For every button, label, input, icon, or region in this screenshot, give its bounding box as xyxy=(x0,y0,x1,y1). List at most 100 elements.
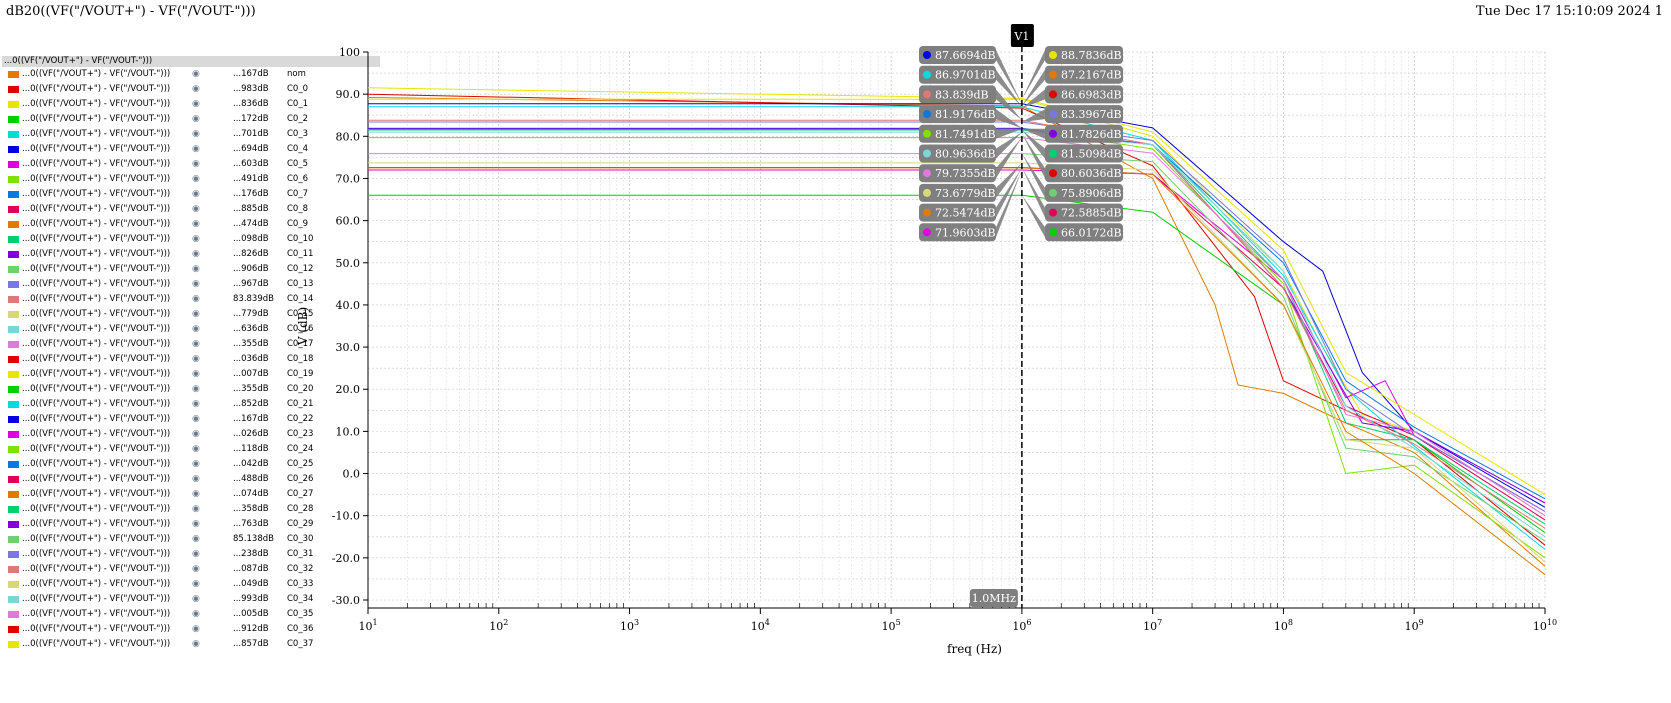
eye-icon[interactable]: ◉ xyxy=(192,564,200,574)
eye-icon[interactable]: ◉ xyxy=(192,279,200,289)
legend-item-id: C0_22 xyxy=(287,414,314,424)
eye-icon[interactable]: ◉ xyxy=(192,549,200,559)
eye-icon[interactable]: ◉ xyxy=(192,639,200,649)
legend-item-value: ...074dB xyxy=(233,489,269,499)
eye-icon[interactable]: ◉ xyxy=(192,459,200,469)
legend-item-id: C0_4 xyxy=(287,144,309,154)
y-tick-label: 40.0 xyxy=(336,299,361,312)
legend-item[interactable]: ...0((VF("/VOUT+") - VF("/VOUT-"))) ◉ ...8… xyxy=(2,397,380,412)
eye-icon[interactable]: ◉ xyxy=(192,264,200,274)
legend-item[interactable]: ...0((VF("/VOUT+") - VF("/VOUT-"))) ◉ ...7… xyxy=(2,517,380,532)
legend-item[interactable]: ...0((VF("/VOUT+") - VF("/VOUT-"))) ◉ ...0… xyxy=(2,457,380,472)
legend-item[interactable]: ...0((VF("/VOUT+") - VF("/VOUT-"))) ◉ ...0… xyxy=(2,487,380,502)
legend-item[interactable]: ...0((VF("/VOUT+") - VF("/VOUT-"))) ◉ ...2… xyxy=(2,547,380,562)
eye-icon[interactable]: ◉ xyxy=(192,339,200,349)
eye-icon[interactable]: ◉ xyxy=(192,594,200,604)
eye-icon[interactable]: ◉ xyxy=(192,69,200,79)
value-label-box xyxy=(1045,203,1123,222)
legend-item[interactable]: ...0((VF("/VOUT+") - VF("/VOUT-"))) ◉ ...1… xyxy=(2,67,380,82)
value-label-box xyxy=(919,203,996,222)
legend-item[interactable]: ...0((VF("/VOUT+") - VF("/VOUT-"))) ◉ ...6… xyxy=(2,142,380,157)
eye-icon[interactable]: ◉ xyxy=(192,294,200,304)
eye-icon[interactable]: ◉ xyxy=(192,504,200,514)
legend-item-label: ...0((VF("/VOUT+") - VF("/VOUT-"))) xyxy=(22,459,171,469)
eye-icon[interactable]: ◉ xyxy=(192,624,200,634)
legend-swatch xyxy=(8,446,19,453)
legend-item[interactable]: ...0((VF("/VOUT+") - VF("/VOUT-"))) ◉ ...0… xyxy=(2,352,380,367)
eye-icon[interactable]: ◉ xyxy=(192,129,200,139)
legend-item[interactable]: ...0((VF("/VOUT+") - VF("/VOUT-"))) ◉ ...8… xyxy=(2,637,380,650)
legend-swatch xyxy=(8,296,19,303)
legend-item[interactable]: ...0((VF("/VOUT+") - VF("/VOUT-"))) ◉ ...8… xyxy=(2,247,380,262)
value-label-dot xyxy=(923,149,931,158)
legend-item[interactable]: ...0((VF("/VOUT+") - VF("/VOUT-"))) ◉ ...7… xyxy=(2,127,380,142)
legend-swatch xyxy=(8,221,19,228)
eye-icon[interactable]: ◉ xyxy=(192,474,200,484)
legend-item[interactable]: ...0((VF("/VOUT+") - VF("/VOUT-"))) ◉ ...4… xyxy=(2,217,380,232)
legend-item[interactable]: ...0((VF("/VOUT+") - VF("/VOUT-"))) ◉ ...6… xyxy=(2,157,380,172)
eye-icon[interactable]: ◉ xyxy=(192,399,200,409)
eye-icon[interactable]: ◉ xyxy=(192,369,200,379)
legend-item[interactable]: ...0((VF("/VOUT+") - VF("/VOUT-"))) ◉ ...0… xyxy=(2,367,380,382)
eye-icon[interactable]: ◉ xyxy=(192,309,200,319)
eye-icon[interactable]: ◉ xyxy=(192,249,200,259)
eye-icon[interactable]: ◉ xyxy=(192,234,200,244)
legend-item[interactable]: ...0((VF("/VOUT+") - VF("/VOUT-"))) ◉ ...3… xyxy=(2,382,380,397)
legend-swatch xyxy=(8,266,19,273)
eye-icon[interactable]: ◉ xyxy=(192,489,200,499)
legend-item[interactable]: ...0((VF("/VOUT+") - VF("/VOUT-"))) ◉ 85.1… xyxy=(2,532,380,547)
legend-item[interactable]: ...0((VF("/VOUT+") - VF("/VOUT-"))) ◉ ...8… xyxy=(2,97,380,112)
legend-item[interactable]: ...0((VF("/VOUT+") - VF("/VOUT-"))) ◉ ...0… xyxy=(2,562,380,577)
eye-icon[interactable]: ◉ xyxy=(192,204,200,214)
legend-item[interactable]: ...0((VF("/VOUT+") - VF("/VOUT-"))) ◉ ...3… xyxy=(2,502,380,517)
x-tick-label: 104 xyxy=(751,618,770,633)
eye-icon[interactable]: ◉ xyxy=(192,99,200,109)
eye-icon[interactable]: ◉ xyxy=(192,174,200,184)
legend-item[interactable]: ...0((VF("/VOUT+") - VF("/VOUT-"))) ◉ ...4… xyxy=(2,172,380,187)
legend-item[interactable]: ...0((VF("/VOUT+") - VF("/VOUT-"))) ◉ ...1… xyxy=(2,112,380,127)
legend-item[interactable]: ...0((VF("/VOUT+") - VF("/VOUT-"))) ◉ ...0… xyxy=(2,577,380,592)
eye-icon[interactable]: ◉ xyxy=(192,534,200,544)
legend-item[interactable]: ...0((VF("/VOUT+") - VF("/VOUT-"))) ◉ ...9… xyxy=(2,277,380,292)
eye-icon[interactable]: ◉ xyxy=(192,414,200,424)
legend-item[interactable]: ...0((VF("/VOUT+") - VF("/VOUT-"))) ◉ ...4… xyxy=(2,472,380,487)
legend-item[interactable]: ...0((VF("/VOUT+") - VF("/VOUT-"))) ◉ ...9… xyxy=(2,82,380,97)
value-label-box xyxy=(1045,144,1123,163)
x-tick-label: 105 xyxy=(882,618,901,633)
eye-icon[interactable]: ◉ xyxy=(192,159,200,169)
label-leader xyxy=(1021,69,1045,106)
eye-icon[interactable]: ◉ xyxy=(192,354,200,364)
legend-item[interactable]: ...0((VF("/VOUT+") - VF("/VOUT-"))) ◉ ...0… xyxy=(2,427,380,442)
legend-item[interactable]: ...0((VF("/VOUT+") - VF("/VOUT-"))) ◉ ...0… xyxy=(2,232,380,247)
eye-icon[interactable]: ◉ xyxy=(192,84,200,94)
eye-icon[interactable]: ◉ xyxy=(192,324,200,334)
legend-item-label: ...0((VF("/VOUT+") - VF("/VOUT-"))) xyxy=(22,114,171,124)
eye-icon[interactable]: ◉ xyxy=(192,144,200,154)
value-label-dot xyxy=(1049,149,1057,158)
legend-item[interactable]: ...0((VF("/VOUT+") - VF("/VOUT-"))) ◉ ...8… xyxy=(2,202,380,217)
eye-icon[interactable]: ◉ xyxy=(192,579,200,589)
legend-header[interactable]: ...0((VF("/VOUT+") - VF("/VOUT-"))) xyxy=(2,56,380,67)
legend-item[interactable]: ...0((VF("/VOUT+") - VF("/VOUT-"))) ◉ ...7… xyxy=(2,307,380,322)
eye-icon[interactable]: ◉ xyxy=(192,429,200,439)
eye-icon[interactable]: ◉ xyxy=(192,114,200,124)
legend-item[interactable]: ...0((VF("/VOUT+") - VF("/VOUT-"))) ◉ ...1… xyxy=(2,412,380,427)
legend-item[interactable]: ...0((VF("/VOUT+") - VF("/VOUT-"))) ◉ 83.8… xyxy=(2,292,380,307)
eye-icon[interactable]: ◉ xyxy=(192,444,200,454)
eye-icon[interactable]: ◉ xyxy=(192,384,200,394)
eye-icon[interactable]: ◉ xyxy=(192,219,200,229)
legend-item[interactable]: ...0((VF("/VOUT+") - VF("/VOUT-"))) ◉ ...0… xyxy=(2,607,380,622)
legend-item[interactable]: ...0((VF("/VOUT+") - VF("/VOUT-"))) ◉ ...1… xyxy=(2,442,380,457)
legend-item[interactable]: ...0((VF("/VOUT+") - VF("/VOUT-"))) ◉ ...9… xyxy=(2,622,380,637)
eye-icon[interactable]: ◉ xyxy=(192,519,200,529)
legend-item[interactable]: ...0((VF("/VOUT+") - VF("/VOUT-"))) ◉ ...9… xyxy=(2,262,380,277)
legend-item[interactable]: ...0((VF("/VOUT+") - VF("/VOUT-"))) ◉ ...3… xyxy=(2,337,380,352)
value-label-dot xyxy=(1049,51,1057,59)
legend-item[interactable]: ...0((VF("/VOUT+") - VF("/VOUT-"))) ◉ ...9… xyxy=(2,592,380,607)
eye-icon[interactable]: ◉ xyxy=(192,609,200,619)
value-label-box xyxy=(1045,164,1123,183)
legend-item[interactable]: ...0((VF("/VOUT+") - VF("/VOUT-"))) ◉ ...6… xyxy=(2,322,380,337)
eye-icon[interactable]: ◉ xyxy=(192,189,200,199)
legend-item[interactable]: ...0((VF("/VOUT+") - VF("/VOUT-"))) ◉ ...1… xyxy=(2,187,380,202)
